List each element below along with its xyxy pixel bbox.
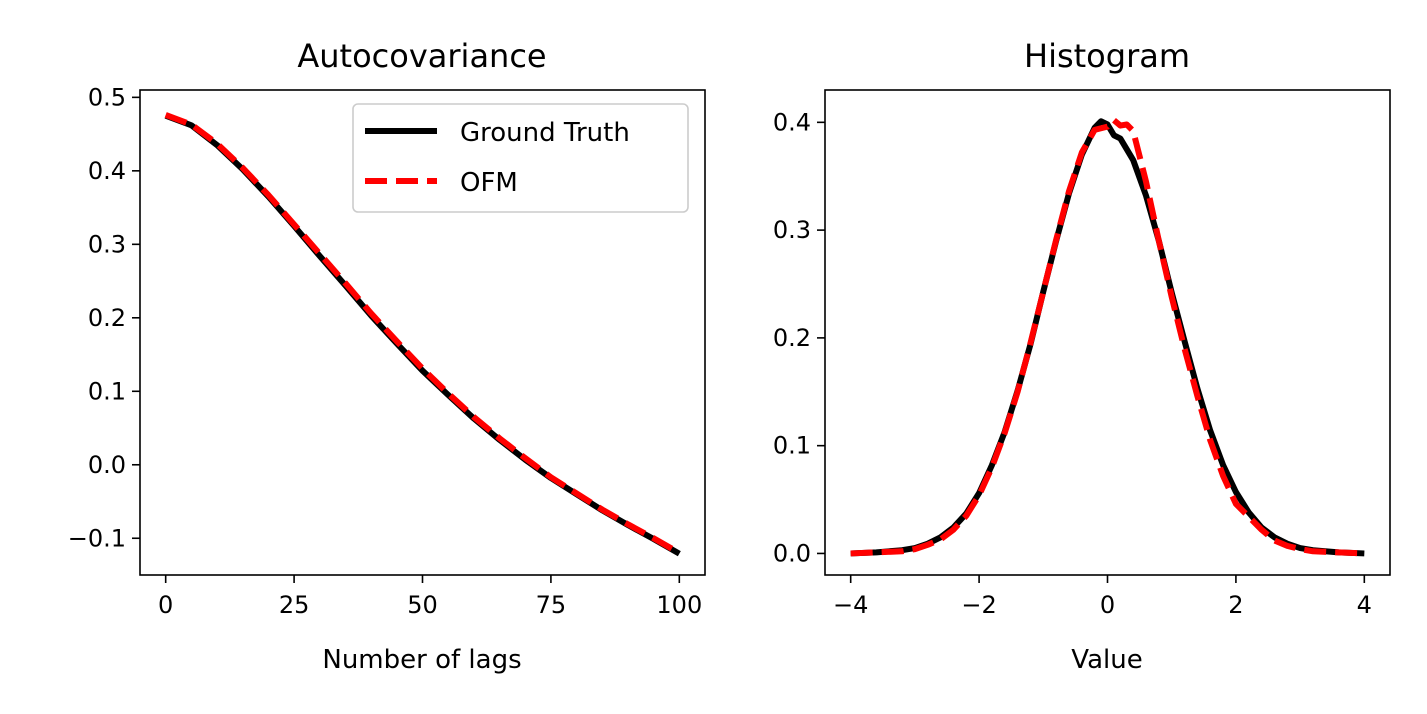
autocovariance-y-tick-label: 0.5 [88, 83, 126, 111]
autocovariance-y-tick-label: 0.4 [88, 157, 126, 185]
histogram-y-tick-label: 0.1 [773, 432, 811, 460]
autocovariance-panel: Autocovariance 0 25 50 75 100 −0.1 0.0 0.1 0.2 0… [68, 37, 706, 675]
histogram-y-tick-label: 0.3 [773, 216, 811, 244]
histogram-x-tick-label: 2 [1228, 591, 1243, 619]
autocovariance-y-tick-label: 0.3 [88, 230, 126, 258]
histogram-x-ticks: −4 −2 0 2 4 [833, 575, 1372, 619]
autocovariance-x-tick-label: 50 [407, 591, 438, 619]
autocovariance-y-ticks: −0.1 0.0 0.1 0.2 0.3 0.4 0.5 [68, 83, 140, 552]
autocovariance-series-group [164, 112, 681, 557]
autocovariance-x-tick-label: 100 [656, 591, 702, 619]
legend: Ground Truth OFM [352, 103, 689, 213]
histogram-y-ticks: 0.0 0.1 0.2 0.3 0.4 [773, 108, 825, 567]
histogram-y-tick-label: 0.2 [773, 324, 811, 352]
autocovariance-y-tick-label: 0.0 [88, 451, 126, 479]
autocovariance-y-tick-label: 0.2 [88, 304, 126, 332]
histogram-series-group [850, 117, 1365, 557]
histogram-y-tick-label: 0.4 [773, 108, 811, 136]
histogram-x-tick-label: −4 [833, 591, 868, 619]
autocovariance-ofm-line [164, 112, 681, 556]
autocovariance-y-tick-label: 0.1 [88, 377, 126, 405]
legend-ofm-label: OFM [460, 168, 518, 198]
histogram-x-tick-label: 0 [1100, 591, 1115, 619]
histogram-y-tick-label: 0.0 [773, 539, 811, 567]
histogram-ofm-line [850, 117, 1365, 557]
legend-ground-truth-label: Ground Truth [460, 118, 630, 148]
histogram-panel: Histogram −4 −2 0 2 4 0.0 0.1 0.2 0.3 0.4 Value [773, 37, 1391, 675]
autocovariance-x-tick-label: 25 [279, 591, 310, 619]
autocovariance-title: Autocovariance [297, 37, 546, 75]
autocovariance-x-label: Number of lags [322, 645, 521, 675]
autocovariance-y-tick-label: −0.1 [68, 524, 126, 552]
histogram-x-tick-label: −2 [961, 591, 996, 619]
histogram-x-label: Value [1071, 645, 1142, 675]
histogram-title: Histogram [1024, 37, 1190, 75]
autocovariance-x-ticks: 0 25 50 75 100 [158, 575, 702, 619]
histogram-x-tick-label: 4 [1357, 591, 1372, 619]
autocovariance-x-tick-label: 75 [536, 591, 567, 619]
autocovariance-x-tick-label: 0 [158, 591, 173, 619]
